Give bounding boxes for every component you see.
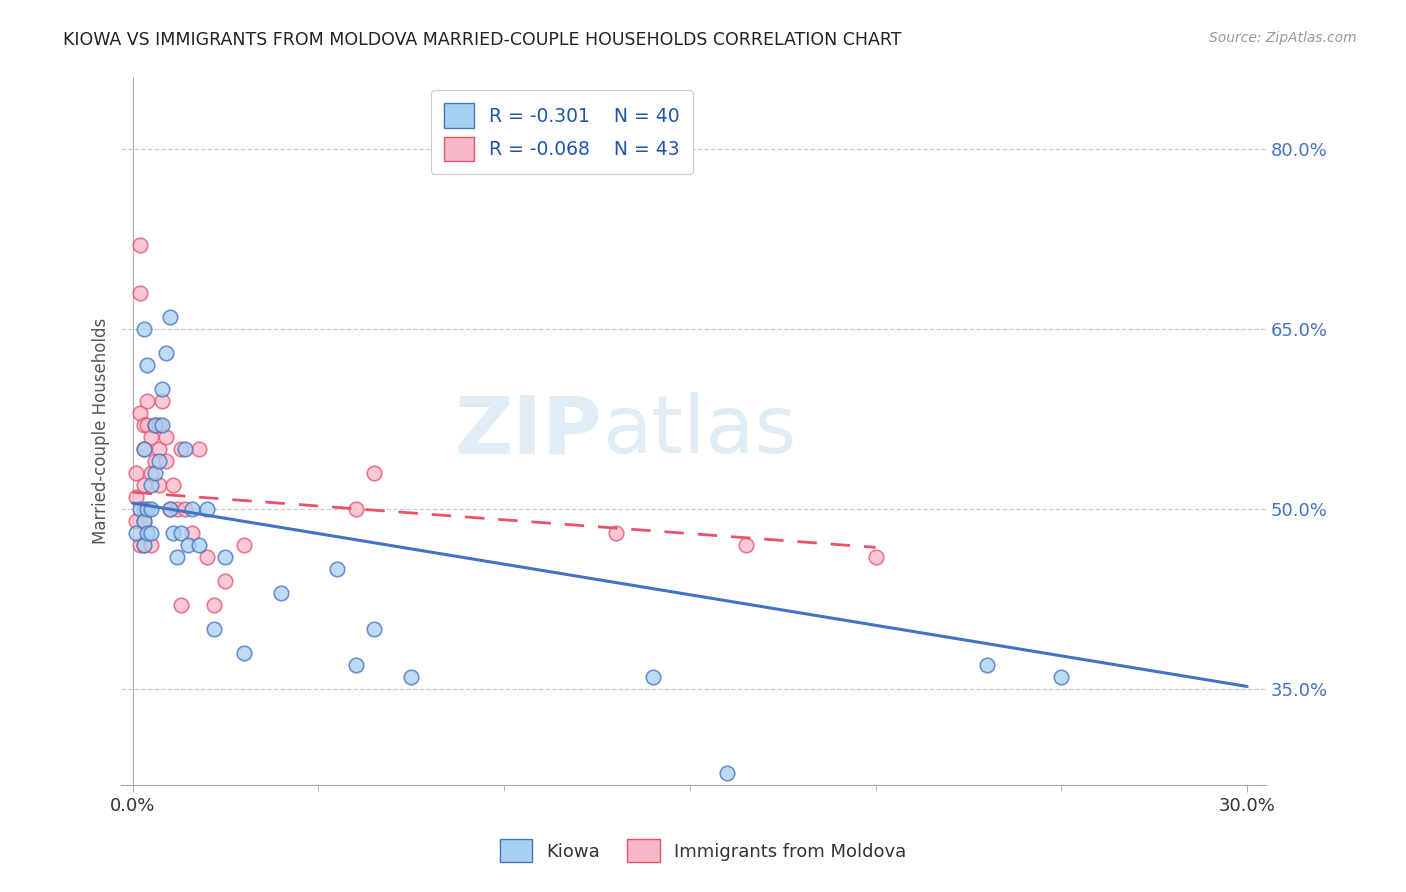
- Point: [270, 586, 292, 600]
- Point: [641, 670, 664, 684]
- Point: [136, 358, 159, 372]
- Point: [233, 646, 256, 660]
- Point: [159, 502, 181, 516]
- Point: [716, 765, 738, 780]
- Point: [132, 442, 155, 456]
- Point: [132, 502, 155, 516]
- Point: [143, 418, 166, 433]
- Point: [141, 502, 163, 516]
- Point: [233, 538, 256, 552]
- Text: ZIP: ZIP: [454, 392, 602, 470]
- Point: [155, 346, 177, 360]
- Point: [188, 442, 211, 456]
- Point: [188, 538, 211, 552]
- Text: atlas: atlas: [602, 392, 796, 470]
- Point: [141, 478, 163, 492]
- Point: [170, 526, 193, 541]
- Point: [1050, 670, 1073, 684]
- Point: [129, 286, 152, 301]
- Point: [363, 466, 385, 480]
- Point: [132, 514, 155, 528]
- Point: [166, 549, 188, 564]
- Point: [202, 598, 225, 612]
- Point: [399, 670, 422, 684]
- Point: [148, 478, 170, 492]
- Point: [132, 538, 155, 552]
- Point: [148, 442, 170, 456]
- Point: [125, 466, 148, 480]
- Point: [148, 418, 170, 433]
- Point: [129, 406, 152, 420]
- Point: [141, 538, 163, 552]
- Point: [136, 526, 159, 541]
- Point: [141, 430, 163, 444]
- Point: [141, 466, 163, 480]
- Point: [125, 490, 148, 504]
- Y-axis label: Married-couple Households: Married-couple Households: [93, 318, 110, 544]
- Point: [132, 478, 155, 492]
- Point: [214, 549, 236, 564]
- Point: [136, 502, 159, 516]
- Point: [181, 526, 204, 541]
- Point: [181, 502, 204, 516]
- Point: [143, 454, 166, 468]
- Point: [173, 442, 195, 456]
- Point: [143, 466, 166, 480]
- Point: [136, 418, 159, 433]
- Point: [159, 502, 181, 516]
- Point: [148, 454, 170, 468]
- Point: [344, 502, 367, 516]
- Point: [132, 514, 155, 528]
- Point: [195, 502, 218, 516]
- Point: [129, 502, 152, 516]
- Point: [125, 526, 148, 541]
- Point: [865, 549, 887, 564]
- Point: [150, 394, 173, 409]
- Point: [132, 538, 155, 552]
- Point: [132, 322, 155, 336]
- Point: [195, 549, 218, 564]
- Point: [143, 418, 166, 433]
- Point: [129, 238, 152, 252]
- Point: [155, 454, 177, 468]
- Point: [136, 394, 159, 409]
- Point: [177, 538, 200, 552]
- Point: [141, 526, 163, 541]
- Point: [155, 430, 177, 444]
- Point: [162, 526, 184, 541]
- Point: [125, 514, 148, 528]
- Legend: Kiowa, Immigrants from Moldova: Kiowa, Immigrants from Moldova: [492, 832, 914, 870]
- Point: [150, 382, 173, 396]
- Point: [170, 442, 193, 456]
- Point: [344, 657, 367, 672]
- Point: [173, 502, 195, 516]
- Point: [363, 622, 385, 636]
- Point: [976, 657, 998, 672]
- Point: [132, 442, 155, 456]
- Legend: R = -0.301    N = 40, R = -0.068    N = 43: R = -0.301 N = 40, R = -0.068 N = 43: [432, 90, 693, 174]
- Point: [166, 502, 188, 516]
- Point: [326, 562, 349, 576]
- Point: [605, 526, 627, 541]
- Point: [214, 574, 236, 588]
- Text: KIOWA VS IMMIGRANTS FROM MOLDOVA MARRIED-COUPLE HOUSEHOLDS CORRELATION CHART: KIOWA VS IMMIGRANTS FROM MOLDOVA MARRIED…: [63, 31, 901, 49]
- Point: [170, 598, 193, 612]
- Point: [132, 418, 155, 433]
- Point: [202, 622, 225, 636]
- Point: [129, 538, 152, 552]
- Text: Source: ZipAtlas.com: Source: ZipAtlas.com: [1209, 31, 1357, 45]
- Point: [150, 418, 173, 433]
- Point: [159, 310, 181, 325]
- Point: [734, 538, 756, 552]
- Point: [162, 478, 184, 492]
